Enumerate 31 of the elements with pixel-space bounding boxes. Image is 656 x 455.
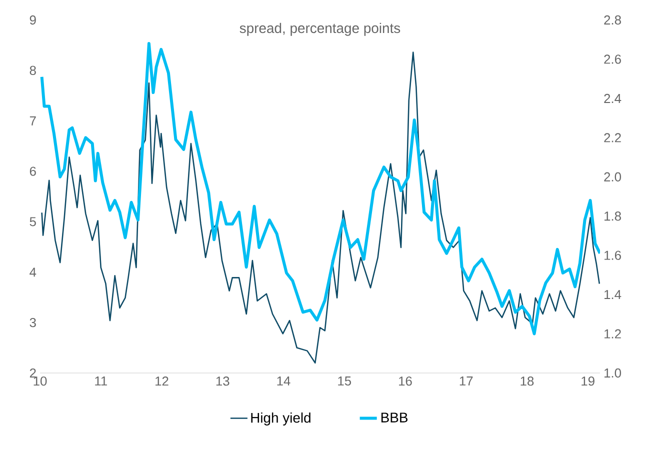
- y2-tick-label: 2.6: [604, 54, 621, 64]
- chart-title: spread, percentage points: [240, 22, 400, 36]
- y2-tick-label: 1.0: [604, 368, 622, 378]
- y2-tick-label: 2.2: [604, 133, 621, 142]
- y-tick-label: 7: [30, 116, 36, 126]
- x-tick-label: 10: [34, 376, 47, 386]
- x-tick-label: 16: [399, 376, 412, 386]
- y2-tick-label: 1.4: [604, 290, 622, 300]
- y2-tick-label: 1.2: [604, 329, 621, 338]
- x-tick-label: 18: [520, 376, 534, 386]
- x-tick-label: 13: [216, 376, 230, 386]
- y2-tick-label: 1.8: [604, 212, 621, 221]
- y-tick-label: 6: [30, 166, 36, 176]
- x-tick-label: 11: [95, 376, 107, 386]
- y-tick-label: 3: [30, 318, 36, 328]
- x-tick-label: 12: [156, 376, 168, 386]
- y-tick-label: 2: [30, 368, 36, 378]
- x-tick-label: 14: [277, 376, 290, 386]
- x-tick-label: 19: [582, 376, 594, 386]
- y-tick-label: 4: [30, 268, 36, 277]
- y-tick-label: 9: [30, 15, 36, 25]
- y2-tick-label: 2.8: [604, 15, 621, 25]
- x-tick-label: 17: [460, 376, 473, 386]
- y2-tick-label: 1.6: [604, 250, 621, 260]
- y2-tick-label: 2.0: [604, 172, 622, 182]
- y-tick-label: 8: [30, 66, 36, 76]
- y-tick-label: 5: [30, 217, 36, 226]
- y2-tick-label: 2.4: [604, 94, 622, 103]
- legend-label: High yield: [251, 412, 310, 426]
- x-tick-label: 15: [338, 376, 352, 386]
- legend-label: BBB: [381, 412, 408, 422]
